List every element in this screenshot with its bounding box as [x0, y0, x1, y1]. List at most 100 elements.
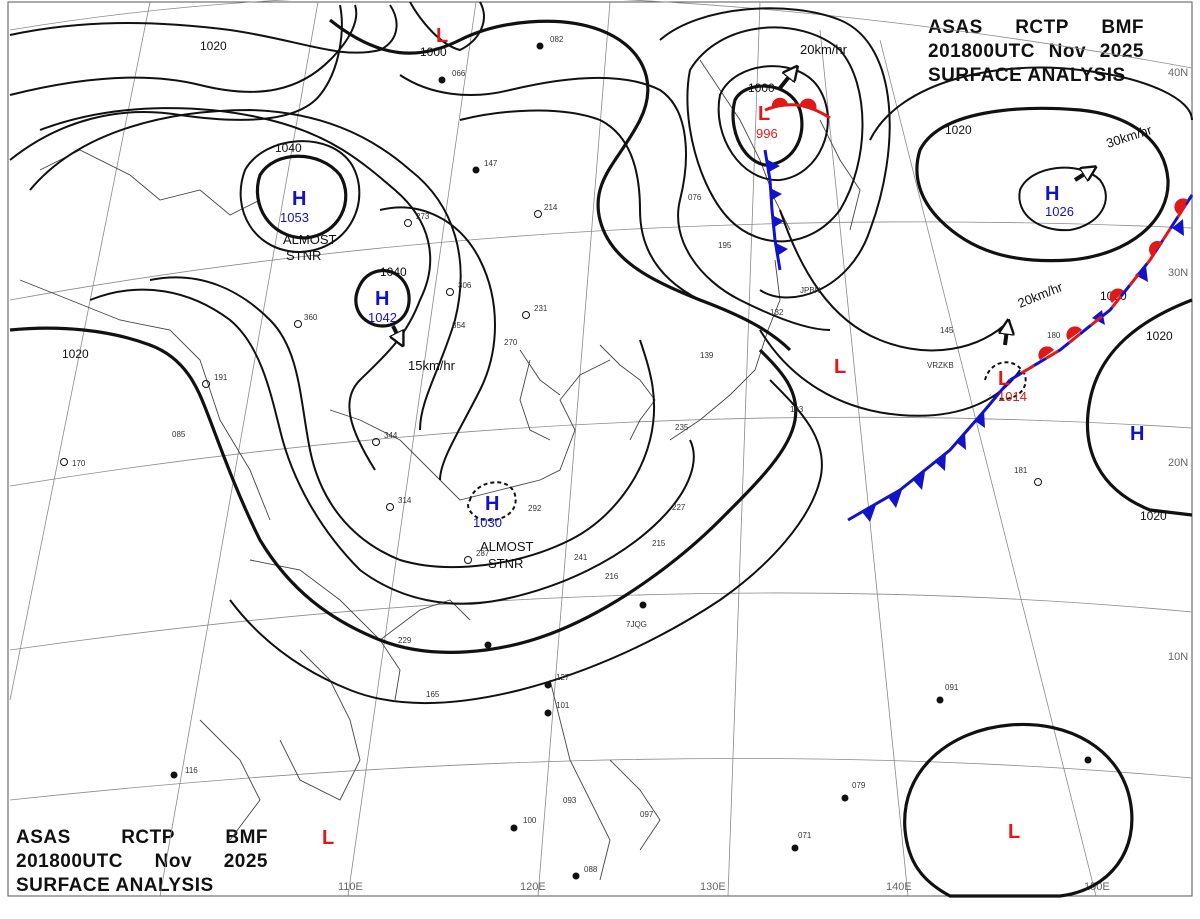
header-station: RCTP: [1015, 17, 1069, 38]
cold-front: [763, 149, 1194, 522]
center-note: STNR: [286, 248, 321, 263]
station-value: JPBN: [800, 286, 821, 295]
center-note: ALMOST: [480, 539, 534, 554]
low-symbol: L: [834, 356, 846, 378]
high-center: H 1030 ALMOST STNR: [473, 493, 534, 571]
station-value: VRZKB: [927, 361, 954, 370]
station-value: 085: [172, 430, 186, 439]
high-symbol: H: [1045, 183, 1059, 205]
high-symbol: H: [375, 288, 389, 310]
isobar-label: 1000: [748, 81, 775, 95]
station-value: 127: [556, 673, 570, 682]
station-value: 229: [398, 636, 412, 645]
low-center: L: [1008, 821, 1020, 843]
isobar-label: 1020: [62, 347, 89, 361]
station-value: 287: [476, 549, 490, 558]
low-center: L: [834, 356, 846, 378]
warm-front: [764, 97, 1194, 382]
station-value: 091: [945, 683, 959, 692]
station-value: 270: [504, 338, 518, 347]
header-agency-row: ASAS RCTP BMF: [16, 826, 268, 850]
low-center: L: [436, 25, 448, 47]
station-value: 193: [790, 405, 804, 414]
high-pressure-value: 1026: [1045, 204, 1074, 219]
low-pressure-value: 996: [756, 126, 778, 141]
header-agency: ASAS: [16, 827, 71, 848]
motion-speed: 15km/hr: [408, 358, 456, 373]
station-value: 306: [458, 281, 472, 290]
header-time: 201800UTC: [928, 41, 1035, 62]
high-symbol: H: [1130, 423, 1144, 445]
station-value: 354: [452, 321, 466, 330]
low-symbol: L: [322, 827, 334, 849]
motion-speed: 20km/hr: [800, 42, 848, 57]
station-value: 314: [398, 496, 412, 505]
header-year: 2025: [1099, 41, 1144, 62]
high-center: H 1042: [368, 288, 397, 325]
station-value: 344: [384, 431, 398, 440]
grid-labels: 40N 30N 20N 10N 110E 120E 130E 140E 150E: [338, 67, 1188, 893]
station-value: 082: [550, 35, 564, 44]
lon-label-150e: 150E: [1084, 881, 1110, 893]
high-symbol: H: [292, 188, 306, 210]
station-value: 145: [940, 326, 954, 335]
station-value: 273: [416, 212, 430, 221]
low-center: L 996: [756, 103, 778, 141]
lat-label-20n: 20N: [1168, 457, 1188, 469]
station-value: 165: [426, 690, 440, 699]
station-value: 180: [1047, 331, 1061, 340]
header-agency-row: ASAS RCTP BMF: [928, 16, 1144, 40]
station-value: 079: [852, 781, 866, 790]
station-markers: [60, 42, 1092, 880]
header-agency: ASAS: [928, 17, 983, 38]
high-pressure-value: 1042: [368, 310, 397, 325]
station-value: 227: [672, 503, 686, 512]
station-value: 241: [574, 553, 588, 562]
motion-speed: 30km/hr: [1104, 122, 1154, 151]
isobar-label: 1040: [380, 265, 407, 279]
pressure-centers: H 1053 ALMOST STNR H 1042 H 1030 ALMOST …: [280, 25, 1144, 849]
motion-arrow: 20km/hr: [778, 42, 848, 90]
station-value: 132: [770, 308, 784, 317]
header-station: RCTP: [121, 827, 175, 848]
station-value: 076: [688, 193, 702, 202]
header-time-row: 201800UTC Nov 2025: [928, 40, 1144, 64]
station-value: 195: [718, 241, 732, 250]
isobars: [9, 1, 1193, 898]
header-suffix: BMF: [1101, 17, 1144, 38]
isobar-labels: 1020 1000 1040 1040 1020 1000 1020 1020 …: [62, 39, 1173, 523]
graticule-latitudes: [9, 0, 1193, 801]
station-value: 181: [1014, 466, 1028, 475]
station-value: 071: [798, 831, 812, 840]
station-value: 215: [652, 539, 666, 548]
station-value: 216: [605, 572, 619, 581]
isobar-label: 1020: [1140, 509, 1167, 523]
lon-label-140e: 140E: [886, 881, 912, 893]
isobar-label: 1020: [200, 39, 227, 53]
station-value: 360: [304, 313, 318, 322]
motion-arrow: 30km/hr: [1073, 122, 1154, 182]
low-center: L 1014: [998, 368, 1027, 404]
lat-label-10n: 10N: [1168, 651, 1188, 663]
station-value: 7JQG: [626, 620, 647, 629]
high-center: H: [1130, 423, 1144, 445]
low-symbol: L: [436, 25, 448, 47]
station-plots: 082 066 147 214 273 306 231 270 360 354 …: [72, 35, 1061, 874]
station-value: 088: [584, 865, 598, 874]
lat-label-30n: 30N: [1168, 267, 1188, 279]
station-value: 235: [675, 423, 689, 432]
header-month: Nov: [1048, 41, 1087, 62]
isobar-label: 1000: [420, 45, 447, 59]
isobar-label: 1020: [945, 123, 972, 137]
high-center: H 1026: [1045, 183, 1074, 219]
station-value: 170: [72, 459, 86, 468]
header-time: 201800UTC: [16, 851, 123, 872]
station-value: 214: [544, 203, 558, 212]
lat-label-40n: 40N: [1168, 67, 1188, 79]
station-value: 101: [556, 701, 570, 710]
header-product-row: SURFACE ANALYSIS: [16, 874, 268, 898]
station-value: 292: [528, 504, 542, 513]
station-value: 147: [484, 159, 498, 168]
motion-speed: 20km/hr: [1016, 279, 1066, 311]
isobar-label: 1020: [1146, 329, 1173, 343]
